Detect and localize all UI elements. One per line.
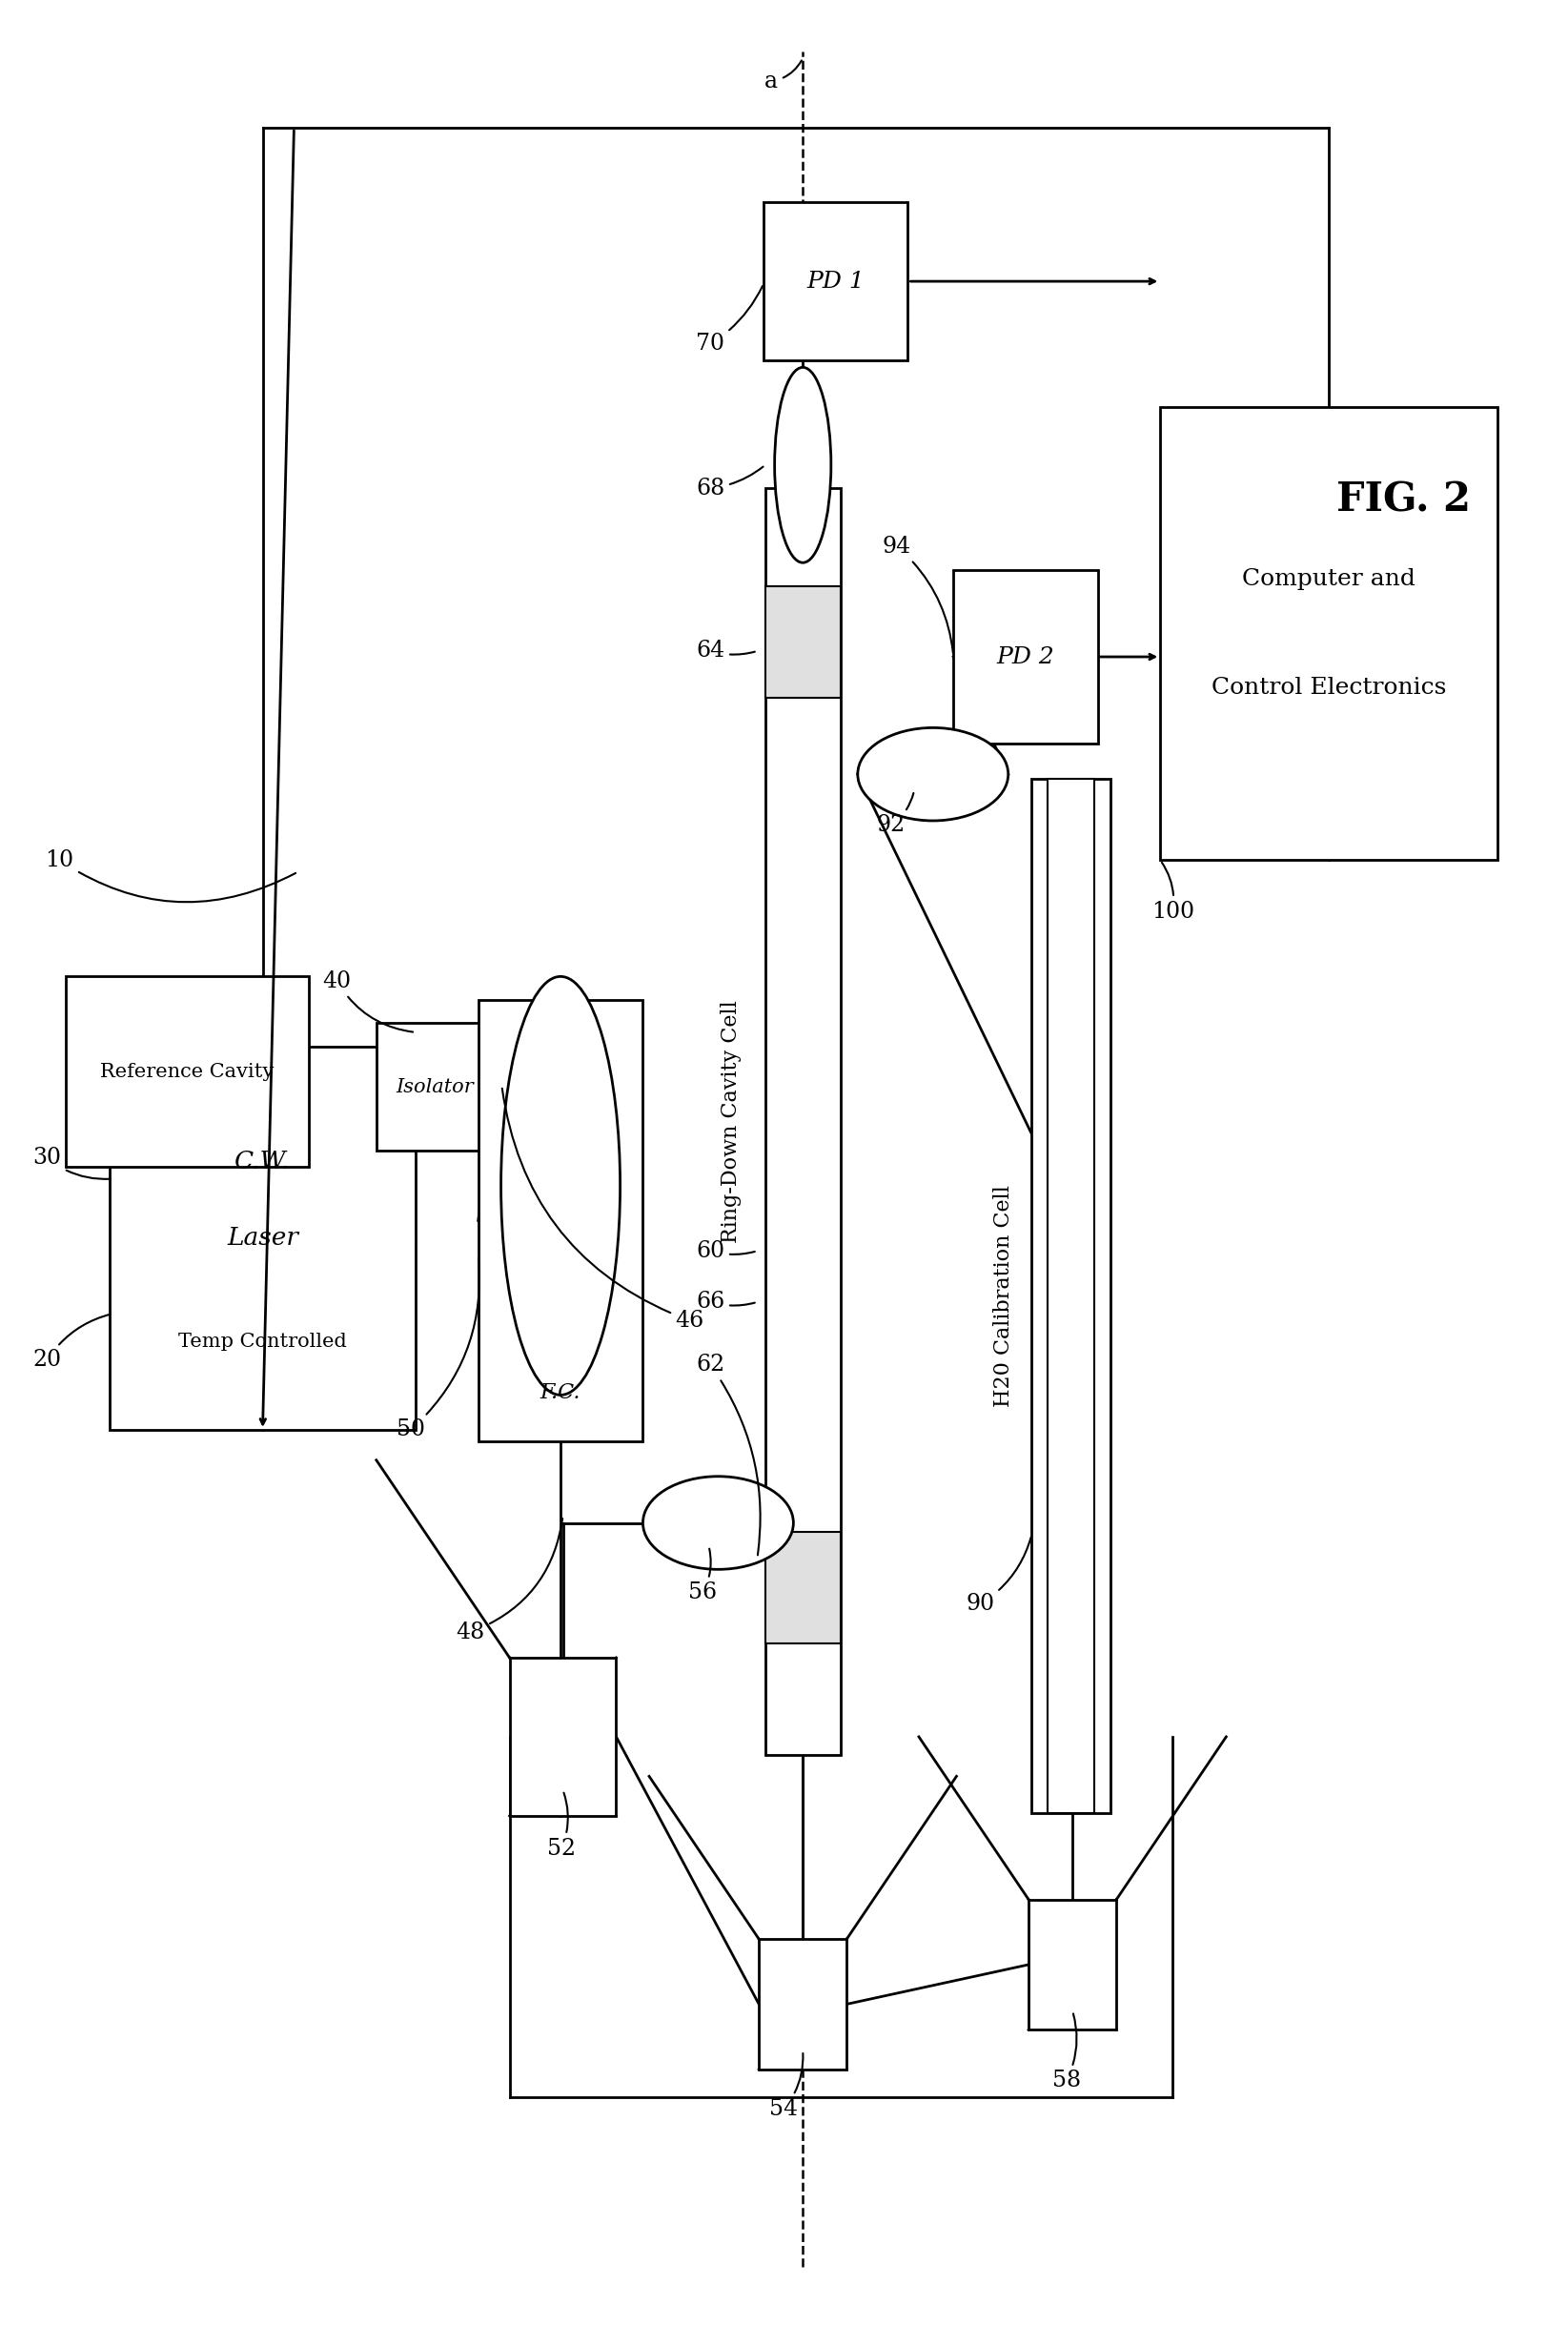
Bar — [765, 488, 840, 1755]
Text: Laser: Laser — [227, 1225, 298, 1251]
Ellipse shape — [643, 1476, 793, 1569]
Bar — [110, 1046, 416, 1430]
Text: Computer and: Computer and — [1242, 567, 1416, 591]
Text: 62: 62 — [696, 1353, 760, 1555]
Bar — [765, 1532, 840, 1644]
Text: Temp Controlled: Temp Controlled — [179, 1332, 347, 1351]
Text: 48: 48 — [456, 1518, 563, 1644]
Text: a: a — [765, 60, 801, 93]
Bar — [510, 1658, 616, 1816]
Text: 100: 100 — [1151, 863, 1195, 923]
Bar — [953, 570, 1098, 744]
Text: PD 2: PD 2 — [997, 646, 1054, 667]
Bar — [1047, 779, 1094, 1814]
Bar — [1032, 779, 1110, 1814]
Text: 70: 70 — [696, 286, 762, 356]
Bar — [1160, 407, 1497, 860]
Text: 20: 20 — [33, 1314, 110, 1372]
Text: 94: 94 — [883, 535, 953, 653]
Text: PD 1: PD 1 — [808, 270, 864, 293]
Ellipse shape — [775, 367, 831, 563]
Text: 90: 90 — [966, 1537, 1032, 1616]
Text: 66: 66 — [696, 1290, 754, 1314]
Ellipse shape — [858, 728, 1008, 821]
Text: 64: 64 — [696, 639, 754, 663]
Text: H20 Calibration Cell: H20 Calibration Cell — [993, 1186, 1014, 1407]
Bar — [765, 586, 840, 698]
Text: C.W.: C.W. — [235, 1149, 290, 1174]
Bar — [66, 976, 309, 1167]
Text: 40: 40 — [323, 970, 412, 1032]
Text: 56: 56 — [688, 1548, 717, 1604]
Text: 30: 30 — [33, 1146, 110, 1179]
Text: 92: 92 — [877, 793, 914, 837]
Ellipse shape — [502, 976, 621, 1395]
Bar — [764, 202, 908, 360]
Bar — [1029, 1900, 1116, 2030]
Text: F.C.: F.C. — [541, 1383, 580, 1404]
Text: 68: 68 — [696, 467, 764, 500]
Text: Control Electronics: Control Electronics — [1212, 677, 1446, 700]
Text: 52: 52 — [547, 1793, 575, 1860]
Bar — [478, 1000, 643, 1442]
Text: Ring-Down Cavity Cell: Ring-Down Cavity Cell — [720, 1000, 742, 1244]
Text: Isolator: Isolator — [397, 1079, 474, 1095]
Text: 54: 54 — [770, 2053, 803, 2120]
Bar — [376, 1023, 494, 1151]
Text: FIG. 2: FIG. 2 — [1336, 479, 1471, 521]
Text: 50: 50 — [397, 1258, 480, 1441]
Text: Reference Cavity: Reference Cavity — [100, 1063, 274, 1081]
Text: 10: 10 — [45, 849, 296, 902]
Text: 46: 46 — [502, 1088, 704, 1332]
Bar — [759, 1939, 847, 2069]
Text: 60: 60 — [696, 1239, 754, 1262]
Text: 58: 58 — [1052, 2013, 1080, 2092]
